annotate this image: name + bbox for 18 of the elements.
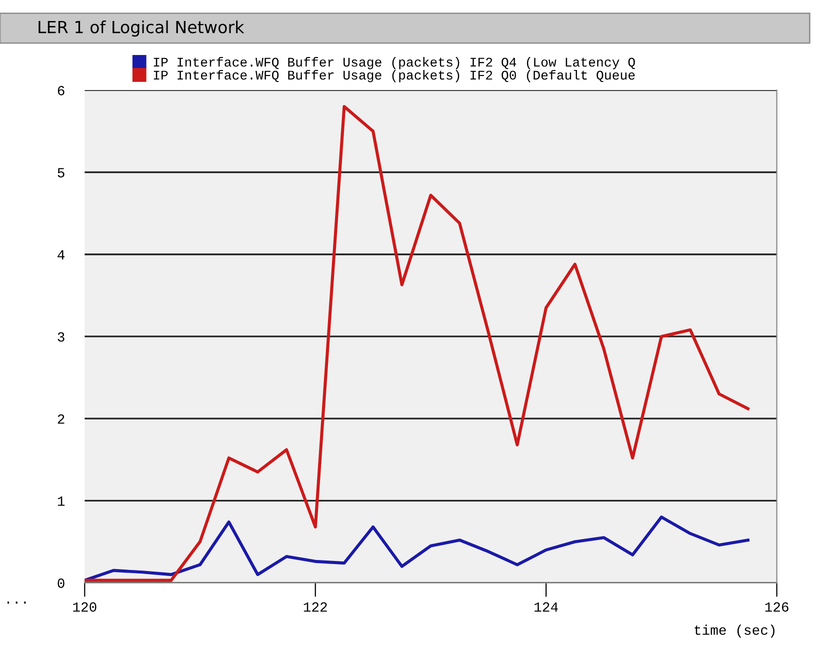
line-series xyxy=(84,516,750,582)
y-tick-label: 5 xyxy=(58,168,64,178)
y-tick-label: 3 xyxy=(58,332,64,342)
x-tick-label: 126 xyxy=(765,602,788,612)
legend-label: IP Interface.WFQ Buffer Usage (packets) IF2 Q0 (Default Queue xyxy=(154,70,635,82)
line-series xyxy=(84,105,750,582)
y-tick-label: 4 xyxy=(58,250,65,260)
x-tick-label: 124 xyxy=(534,602,558,612)
text: ... xyxy=(7,602,26,604)
x-tick-label: 122 xyxy=(304,602,327,612)
y-tick-label: 0 xyxy=(58,578,64,588)
x-tick-label: 120 xyxy=(73,602,96,612)
x-axis-title: time (sec) xyxy=(694,624,774,638)
y-tick-label: 6 xyxy=(58,86,64,96)
y-tick-label: 2 xyxy=(58,414,64,424)
legend-label: IP Interface.WFQ Buffer Usage (packets) IF2 Q4 (Low Latency Q xyxy=(154,56,635,70)
y-tick-label: 1 xyxy=(58,496,65,506)
chart-title: LER 1 of Logical Network xyxy=(38,20,244,37)
